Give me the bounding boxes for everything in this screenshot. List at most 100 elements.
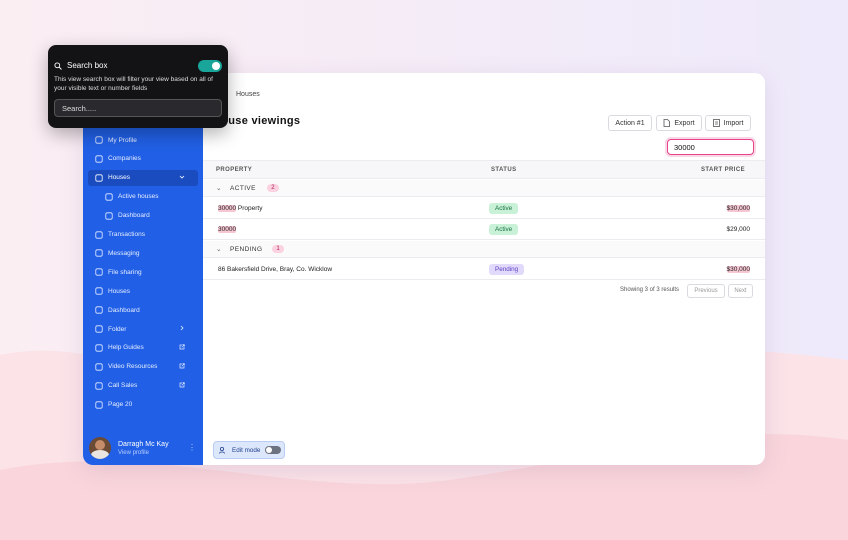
nav-item[interactable]: Video Resources xyxy=(88,359,198,375)
property-cell: 30000 Property xyxy=(218,205,262,212)
group-row[interactable]: ⌄ ACTIVE 2 xyxy=(203,180,765,197)
avatar[interactable] xyxy=(89,437,111,459)
price-cell: $30,000 xyxy=(726,205,750,212)
table-row[interactable]: 30000 Property Active $30,000 xyxy=(203,198,765,219)
app-window: My Profile Companies Houses Active houses Da… xyxy=(83,73,765,465)
search-icon xyxy=(54,62,62,70)
property-text: 86 Bakersfield Drive, Bray, Co. Wicklow xyxy=(218,266,333,273)
switch[interactable] xyxy=(265,446,282,454)
icon xyxy=(95,230,103,239)
icon xyxy=(95,382,103,390)
popup-title: Search box xyxy=(67,61,108,70)
nav-item[interactable]: Dashboard xyxy=(88,208,198,224)
icon xyxy=(219,446,225,454)
property-cell: 30000 xyxy=(218,226,237,233)
column-header[interactable]: STATUS xyxy=(491,167,517,173)
sidebar: My Profile Companies Houses Active houses Da… xyxy=(83,73,203,465)
button-label: Next xyxy=(734,288,747,294)
nav-item[interactable]: File sharing xyxy=(88,264,198,280)
property-cell: 86 Bakersfield Drive, Bray, Co. Wicklow xyxy=(218,266,332,273)
search-match: 30000 xyxy=(218,226,237,233)
nav-item[interactable]: Messaging xyxy=(88,245,198,261)
group-count: 1 xyxy=(272,245,284,253)
previous-button[interactable]: Previous xyxy=(687,284,725,298)
table-row[interactable]: 30000 Active $29,000 xyxy=(203,219,765,240)
nav-label: Dashboard xyxy=(108,306,140,314)
nav-item[interactable]: My Profile xyxy=(88,132,198,148)
search-match: 30000 xyxy=(218,205,237,212)
chevron xyxy=(179,175,185,179)
icon xyxy=(95,306,103,314)
button-label: Previous xyxy=(694,288,718,294)
nav-item[interactable]: Active houses xyxy=(88,189,198,205)
edit-mode-toggle[interactable]: Edit mode xyxy=(213,441,285,459)
column-header[interactable]: START PRICE xyxy=(701,167,745,173)
user-menu[interactable]: ⋮ xyxy=(188,443,196,452)
icon xyxy=(95,344,103,352)
icon xyxy=(95,155,103,163)
nav-label: Page 20 xyxy=(108,401,133,409)
nav-label: Folder xyxy=(108,325,127,333)
search-box-popup: Search box This view search box will fil… xyxy=(48,45,228,128)
nav-item[interactable]: Call Sales xyxy=(88,378,198,394)
button-label: Import xyxy=(723,119,744,127)
toggle[interactable] xyxy=(198,60,222,72)
nav-label: Transactions xyxy=(108,231,145,238)
price-cell: $29,000 xyxy=(726,226,751,233)
button-label: Action #1 xyxy=(615,119,645,127)
external-icon xyxy=(179,363,185,369)
icon xyxy=(663,119,671,127)
nav-item[interactable]: Help Guides xyxy=(88,340,198,356)
export-button[interactable]: Export xyxy=(656,115,702,131)
nav-item[interactable]: Folder xyxy=(88,321,198,337)
nav-label: File sharing xyxy=(108,268,142,276)
icon xyxy=(95,174,103,182)
pagination-summary: Showing 3 of 3 results xyxy=(620,287,680,293)
icon xyxy=(95,400,103,409)
icon xyxy=(95,325,103,333)
nav-label: Call Sales xyxy=(108,382,138,390)
external-icon xyxy=(179,344,185,350)
next-button[interactable]: Next xyxy=(728,284,753,298)
nav-item[interactable]: Transactions xyxy=(88,227,198,243)
nav-label: Help Guides xyxy=(108,344,144,352)
icon xyxy=(712,119,720,127)
nav-label: Video Resources xyxy=(108,363,158,371)
status-badge: Pending xyxy=(489,264,525,275)
icon xyxy=(95,287,103,295)
nav-item[interactable]: Companies xyxy=(88,151,198,167)
table-row[interactable]: 86 Bakersfield Drive, Bray, Co. Wicklow P… xyxy=(203,259,765,280)
import-button[interactable]: Import xyxy=(705,115,751,131)
status-badge: Active xyxy=(489,224,519,235)
user-link[interactable]: View profile xyxy=(118,450,149,456)
nav-label: Messaging xyxy=(108,249,140,257)
property-text: Property xyxy=(236,205,263,212)
edit-mode-label: Edit mode xyxy=(232,446,261,454)
breadcrumb[interactable]: Houses xyxy=(236,91,260,98)
chevron: ⌄ xyxy=(216,185,222,192)
price-cell: $30,000 xyxy=(726,266,750,273)
group-name: ACTIVE xyxy=(230,185,256,192)
icon xyxy=(105,193,113,201)
popup-search-input[interactable]: Search..... xyxy=(54,99,222,117)
action-button[interactable]: Action #1 xyxy=(608,115,652,131)
table-header: PROPERTY STATUS START PRICE xyxy=(203,160,765,179)
page-title: House viewings xyxy=(213,115,301,127)
nav-item[interactable]: Page 20 xyxy=(88,397,198,413)
nav-label: Dashboard xyxy=(118,212,150,220)
nav-item[interactable]: Houses xyxy=(88,169,198,186)
nav-label: Houses xyxy=(108,174,131,182)
column-header[interactable]: PROPERTY xyxy=(216,167,253,173)
group-name: PENDING xyxy=(230,246,263,253)
nav-label: Houses xyxy=(108,287,131,295)
nav-item[interactable]: Dashboard xyxy=(88,302,198,318)
nav-item[interactable]: Houses xyxy=(88,283,198,299)
external-icon xyxy=(179,382,185,388)
search-input[interactable]: 30000 xyxy=(667,139,754,155)
popup-description: This view search box will filter your vi… xyxy=(54,76,213,92)
group-row[interactable]: ⌄ PENDING 1 xyxy=(203,241,765,258)
nav-label: Companies xyxy=(108,155,141,163)
user-name: Darragh Mc Kay xyxy=(118,441,169,448)
icon xyxy=(95,136,103,144)
